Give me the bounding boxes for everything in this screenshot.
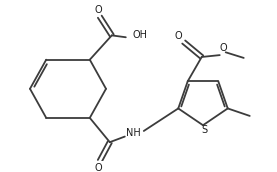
Text: OH: OH <box>132 30 147 40</box>
Text: O: O <box>175 31 183 41</box>
Text: S: S <box>201 125 207 135</box>
Text: O: O <box>220 43 227 53</box>
Text: O: O <box>95 163 102 172</box>
Text: NH: NH <box>126 128 141 138</box>
Text: O: O <box>95 5 102 15</box>
